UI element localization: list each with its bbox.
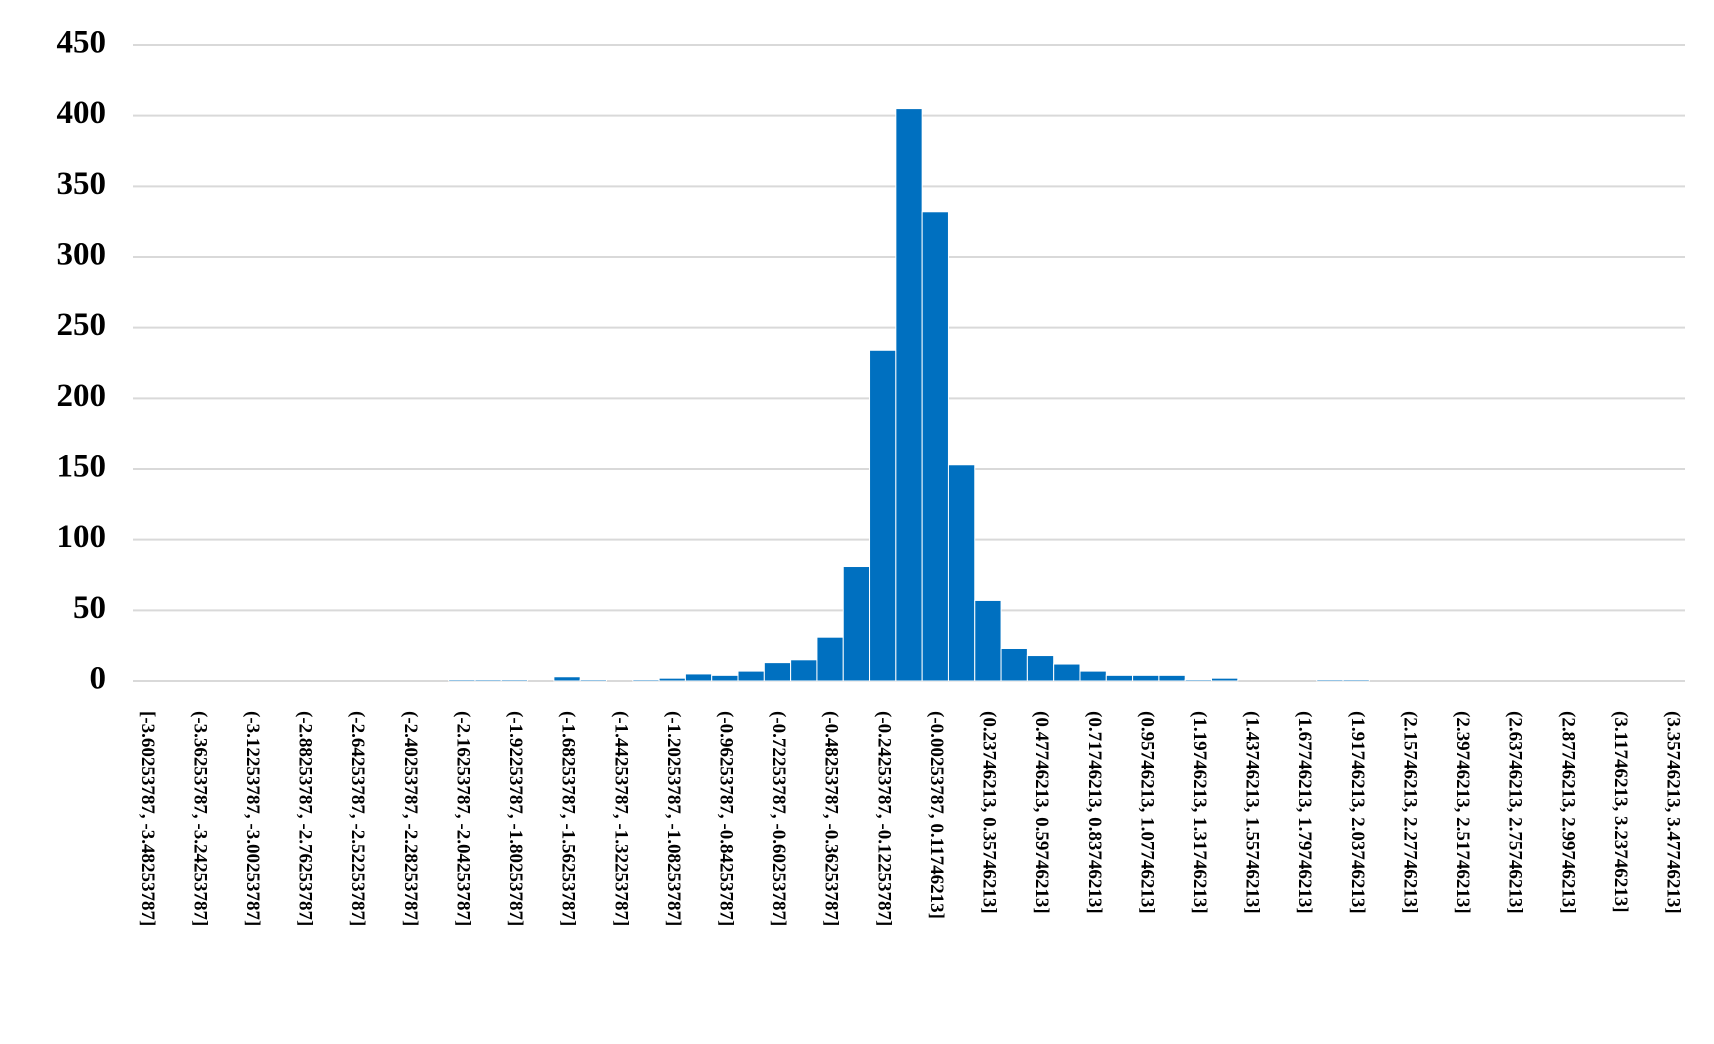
bar [763,662,792,682]
bar [816,636,844,682]
bar [474,679,502,682]
x-tick-label: (-2.40253787, -2.28253787] [400,711,421,926]
y-tick-label: 100 [57,519,107,555]
bar [869,349,897,682]
bar [921,211,949,682]
x-tick-label: (-1.44253787, -1.32253787] [610,711,631,926]
x-tick-label: (0.71746213, 0.83746213] [1084,711,1105,914]
x-tick-label: (-0.24253787, -0.12253787] [873,711,894,926]
y-tick-label: 0 [90,661,107,697]
x-tick-label: (-1.92253787, -1.80253787] [505,711,526,926]
bar [1026,655,1055,682]
bar [579,679,607,682]
x-tick-label: (0.47746213, 0.59746213] [1031,711,1052,914]
x-tick-label: (2.87746213, 2.99746213] [1557,711,1578,914]
y-tick-label: 50 [73,590,106,626]
bar [500,679,529,682]
x-tick-label: (-0.48253787, -0.36253787] [821,711,842,926]
bar [737,670,765,682]
x-tick-label: (-3.12253787, -3.00253787] [242,711,263,926]
bar [1342,679,1370,682]
bar [1211,677,1239,682]
bar [1053,663,1081,682]
bar [895,108,923,682]
x-tick-label: (-0.00253787, 0.11746213] [926,711,947,919]
x-tick-label: (2.39746213, 2.51746213] [1452,711,1473,914]
y-tick-label: 250 [57,307,107,343]
bar [711,674,739,682]
x-tick-label: [-3.60253787, -3.48253787] [137,711,158,926]
x-tick-label: (-0.96253787, -0.84253787] [716,711,737,926]
x-tick-label: (-2.16253787, -2.04253787] [452,711,473,926]
x-tick-label: (1.67746213, 1.79746213] [1294,711,1315,914]
x-tick-label: (2.63746213, 2.75746213] [1505,711,1526,914]
bar [1132,674,1160,682]
y-tick-label: 200 [57,378,107,414]
x-tick-label: (0.23746213, 0.35746213] [979,711,1000,914]
x-tick-label: (-3.36253787, -3.24253787] [189,711,210,926]
bar [1184,679,1213,682]
x-tick-label: (3.11746213, 3.23746213] [1610,711,1631,913]
bar [790,659,818,682]
x-tick-label: (-2.88253787, -2.76253787] [295,711,316,926]
bar [947,464,976,682]
bar [842,566,871,682]
y-tick-label: 450 [57,25,107,61]
x-tick-label: (2.15746213, 2.27746213] [1399,711,1420,914]
bar [1079,670,1107,682]
bar [632,679,660,682]
x-tick-label: (-2.64253787, -2.52253787] [347,711,368,926]
x-tick-label: (-1.20253787, -1.08253787] [663,711,684,926]
y-tick-label: 400 [57,95,107,131]
y-tick-label: 150 [57,449,107,485]
x-tick-label: (1.19746213, 1.31746213] [1189,711,1210,914]
bar [658,677,686,682]
bar [1158,674,1186,682]
x-tick-label: (1.91746213, 2.03746213] [1347,711,1368,914]
x-tick-label: (-1.68253787, -1.56253787] [558,711,579,926]
y-tick-label: 350 [57,166,107,202]
x-tick-label: (1.43746213, 1.55746213] [1242,711,1263,914]
y-tick-label: 300 [57,237,107,273]
x-tick-label: (-0.72253787, -0.60253787] [768,711,789,926]
bar [684,673,713,682]
bar [1000,647,1028,682]
bar [974,599,1002,682]
x-tick-label: (3.35746213, 3.47746213] [1662,711,1683,914]
x-tick-label: (0.95746213, 1.07746213] [1136,711,1157,914]
bar [1316,679,1344,682]
bar [1105,674,1134,682]
bar [448,679,476,682]
bar [553,676,581,682]
